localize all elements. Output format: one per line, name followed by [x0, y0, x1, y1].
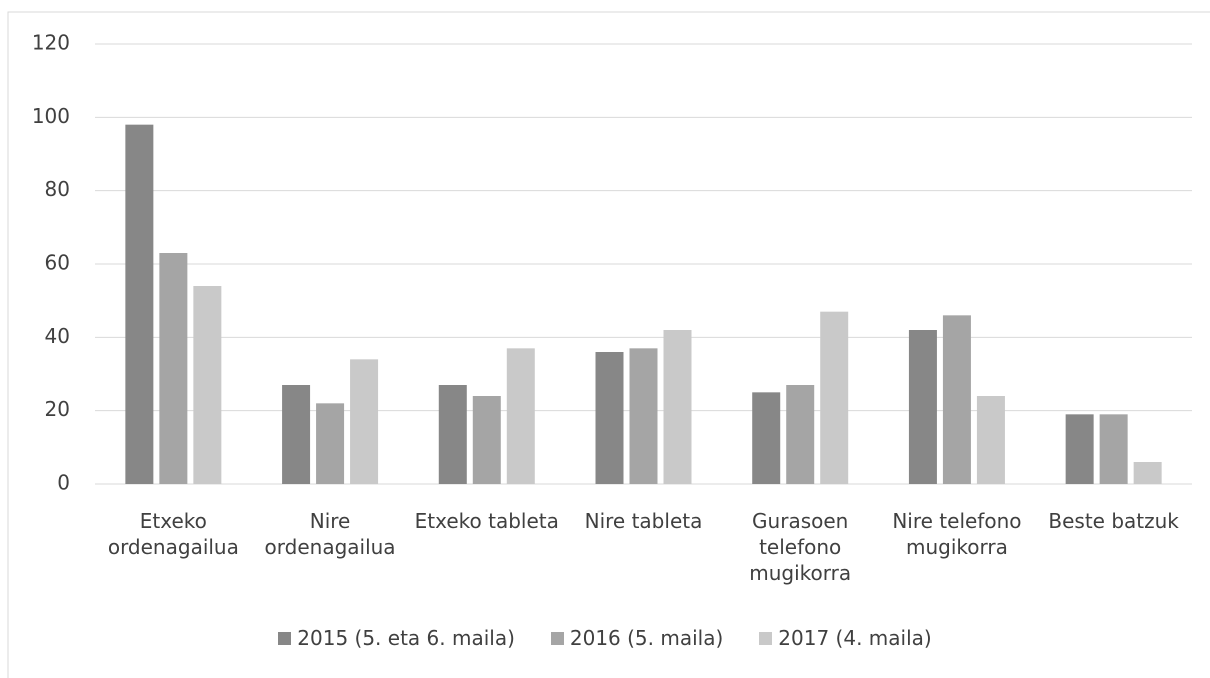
- bar: [472, 396, 501, 484]
- legend-item: 2015 (5. eta 6. maila): [278, 626, 515, 650]
- x-tick-label: Nire ordenagailua: [264, 509, 396, 559]
- bar: [1099, 414, 1128, 484]
- bar: [942, 315, 971, 484]
- bar: [1133, 462, 1162, 484]
- bar: [752, 392, 781, 484]
- y-tick-label: 20: [45, 397, 70, 421]
- bar: [595, 352, 624, 484]
- bar: [976, 396, 1005, 484]
- bar: [663, 330, 692, 484]
- y-tick-label: 0: [57, 471, 70, 495]
- legend-label: 2015 (5. eta 6. maila): [297, 626, 515, 650]
- bar: [282, 385, 311, 484]
- x-tick-label: Etxeko tableta: [414, 509, 559, 533]
- x-tick-label: Beste batzuk: [1048, 509, 1179, 533]
- frame: [7, 11, 1210, 678]
- legend-swatch: [278, 631, 292, 645]
- bar: [1065, 414, 1094, 484]
- x-tick-label: Nire tableta: [584, 509, 703, 533]
- legend-item: 2016 (5. maila): [550, 626, 724, 650]
- x-tick-label: Etxeko ordenagailua: [107, 509, 239, 559]
- legend-item: 2017 (4. maila): [759, 626, 932, 650]
- bar: [125, 124, 154, 485]
- legend-swatch: [759, 631, 773, 645]
- legend-swatch: [550, 631, 564, 645]
- bar: [820, 311, 849, 484]
- y-tick-label: 60: [45, 251, 70, 275]
- x-tick-label: Nire telefono mugikorra: [892, 509, 1022, 559]
- bar: [629, 348, 658, 484]
- bar: [350, 359, 379, 484]
- legend: 2015 (5. eta 6. maila) 2016 (5. maila) 201…: [0, 626, 1210, 650]
- y-tick-label: 100: [32, 104, 70, 128]
- y-tick-label: 80: [45, 177, 70, 201]
- bar: [159, 253, 188, 484]
- y-tick-label: 40: [45, 324, 70, 348]
- bar: [438, 385, 467, 484]
- bar: [193, 286, 222, 484]
- bar: [316, 403, 345, 484]
- legend-label: 2017 (4. maila): [778, 626, 932, 650]
- bar: [506, 348, 535, 484]
- y-tick-label: 120: [32, 31, 70, 55]
- x-tick-label: Gurasoen telefono mugikorra: [749, 509, 852, 585]
- bar: [786, 385, 815, 484]
- bar: [908, 330, 937, 484]
- legend-label: 2016 (5. maila): [569, 626, 724, 650]
